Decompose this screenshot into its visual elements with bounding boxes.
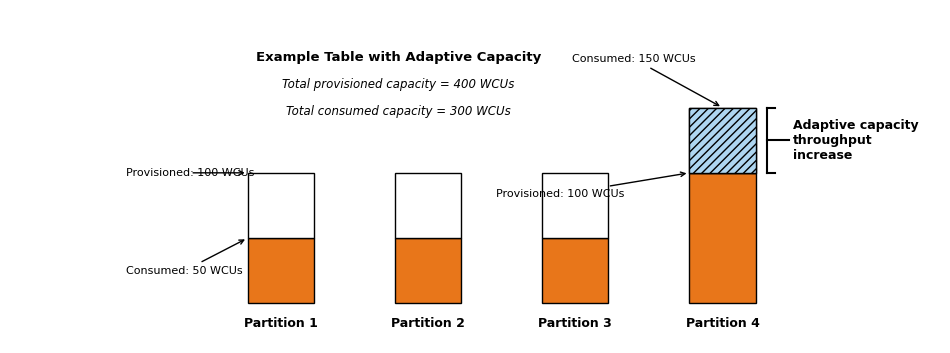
Text: Partition 4: Partition 4 [686,317,759,330]
Bar [690,108,755,173]
Bar [542,173,608,238]
Bar [395,238,461,303]
Text: Provisioned: 100 WCUs: Provisioned: 100 WCUs [126,168,255,178]
Text: Consumed: 50 WCUs: Consumed: 50 WCUs [126,240,244,276]
Text: Total provisioned capacity = 400 WCUs: Total provisioned capacity = 400 WCUs [282,78,515,91]
Text: Total consumed capacity = 300 WCUs: Total consumed capacity = 300 WCUs [286,105,511,118]
Text: Provisioned: 100 WCUs: Provisioned: 100 WCUs [496,172,685,199]
Bar [248,238,314,303]
Text: Example Table with Adaptive Capacity: Example Table with Adaptive Capacity [256,50,542,64]
Text: Adaptive capacity
throughput
increase: Adaptive capacity throughput increase [793,119,919,162]
Text: Partition 2: Partition 2 [391,317,465,330]
Bar [248,173,314,238]
Text: Partition 1: Partition 1 [244,317,317,330]
Bar [690,173,755,303]
Text: Partition 3: Partition 3 [539,317,612,330]
Text: Consumed: 150 WCUs: Consumed: 150 WCUs [572,54,718,106]
Bar [542,238,608,303]
Bar [690,108,755,173]
Bar [395,173,461,238]
